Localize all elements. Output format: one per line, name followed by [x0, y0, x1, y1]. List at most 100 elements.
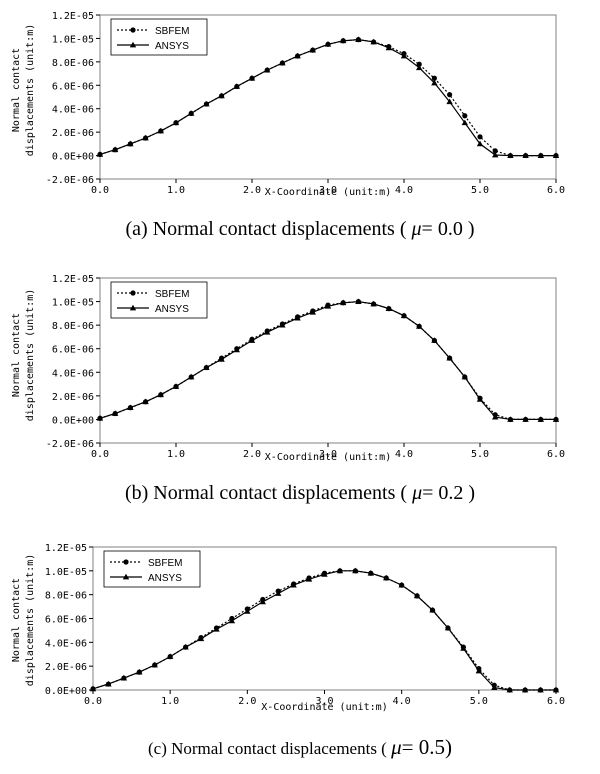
x-axis-title: X-Coordinate (unit:m): [265, 452, 391, 463]
point-ansys: [213, 626, 220, 632]
point-ansys: [172, 383, 180, 389]
y-tick-label: 4.0E-06: [45, 638, 87, 649]
point-ansys: [290, 581, 297, 588]
x-tick-label: 3.0: [319, 185, 337, 196]
point-ansys: [197, 635, 205, 642]
x-tick-label: 3.0: [315, 696, 333, 707]
y-tick-label: 8.0E-06: [52, 321, 94, 332]
point-ansys: [383, 574, 390, 581]
point-ansys: [429, 606, 436, 613]
point-ansys: [112, 410, 119, 416]
point-ansys: [136, 668, 143, 675]
y-tick-label: 1.2E-05: [45, 543, 87, 554]
point-ansys: [446, 98, 453, 105]
point-ansys: [506, 686, 513, 693]
x-tick-label: 1.0: [167, 449, 185, 460]
caption-b-prefix: (b) Normal contact displacements (: [124, 482, 413, 504]
point-ansys: [521, 686, 529, 693]
chart-b: -2.0E-06 0.0E+00 2.0E-06 4.0E-06 6.0E-06 8.0E…: [11, 274, 565, 463]
caption-b-suffix: = 0.2 ): [422, 482, 476, 504]
point-ansys: [233, 346, 240, 353]
point-ansys: [188, 110, 195, 116]
y-tick-label: -2.0E-06: [46, 439, 94, 450]
chart-panel-b: -2.0E-06 0.0E+00 2.0E-06 4.0E-06 6.0E-06 8.0E…: [0, 260, 600, 525]
point-ansys: [400, 52, 408, 59]
caption-a-prefix: (a) Normal contact displacements (: [125, 218, 412, 240]
point-ansys: [259, 598, 266, 605]
point-ansys: [537, 416, 544, 422]
x-tick-label: 4.0: [393, 696, 411, 707]
point-ansys: [182, 643, 189, 650]
point-ansys: [324, 41, 332, 47]
point-ansys: [476, 140, 484, 147]
x-tick-label: 5.0: [470, 696, 488, 707]
point-ansys: [96, 151, 104, 157]
point-sbfem: [492, 148, 498, 154]
point-sbfem: [462, 113, 468, 119]
y-tick-label: 4.0E-06: [52, 368, 94, 379]
point-ansys: [537, 152, 544, 158]
y-tick-label: 1.2E-05: [52, 274, 94, 285]
y-tick-label: 0.0E+00: [52, 152, 94, 163]
caption-b-mu: μ: [412, 482, 423, 504]
point-ansys: [309, 46, 316, 53]
point-ansys: [203, 100, 210, 107]
x-tick-label: 6.0: [547, 185, 565, 196]
point-ansys: [324, 303, 332, 309]
point-ansys: [218, 92, 225, 99]
point-ansys: [264, 329, 271, 335]
point-ansys: [367, 570, 374, 576]
y-tick-label: -2.0E-06: [46, 175, 94, 186]
point-ansys: [228, 617, 236, 624]
x-tick-label: 0.0: [91, 185, 109, 196]
y-axis-title-line: Normal contact: [11, 578, 22, 662]
point-ansys: [522, 416, 529, 422]
point-ansys: [127, 404, 134, 411]
y-axis-title-line: Normal contact: [11, 48, 22, 132]
point-ansys: [172, 119, 180, 126]
x-tick-label: 5.0: [471, 185, 489, 196]
y-tick-label: 1.0E-05: [52, 298, 94, 309]
point-ansys: [552, 686, 560, 693]
x-axis-title: X-Coordinate (unit:m): [265, 187, 391, 198]
point-ansys: [340, 299, 347, 306]
point-ansys: [476, 396, 484, 402]
point-ansys: [461, 373, 468, 380]
legend-marker-sbfem: [130, 290, 136, 296]
x-tick-label: 0.0: [84, 696, 102, 707]
point-ansys: [244, 608, 251, 614]
y-tick-label: 1.0E-05: [45, 567, 87, 578]
point-ansys: [294, 314, 301, 321]
y-axis-title-line: displacements (unit:m): [25, 24, 36, 156]
legend-label-ansys: ANSYS: [155, 41, 189, 52]
x-tick-label: 0.0: [91, 449, 109, 460]
y-axis-title-line: Normal contact: [11, 313, 22, 397]
point-ansys: [400, 312, 408, 319]
x-tick-label: 5.0: [471, 449, 489, 460]
y-tick-label: 2.0E-06: [52, 128, 94, 139]
point-ansys: [120, 674, 128, 681]
point-ansys: [491, 684, 498, 691]
point-ansys: [279, 59, 286, 66]
series-line-ansys: [99, 38, 556, 157]
point-ansys: [248, 337, 256, 343]
y-axis-title-line: displacements (unit:m): [25, 289, 36, 421]
x-tick-label: 2.0: [243, 449, 261, 460]
point-ansys: [309, 308, 316, 315]
point-ansys: [112, 146, 119, 153]
point-ansys: [492, 151, 499, 158]
legend-box: [103, 550, 201, 588]
y-tick-label: 6.0E-06: [52, 81, 94, 92]
legend-marker-ansys: [122, 573, 130, 580]
point-ansys: [475, 667, 483, 674]
point-ansys: [233, 83, 240, 89]
point-sbfem: [416, 61, 422, 67]
series-line-ansys: [92, 570, 556, 691]
point-ansys: [218, 356, 225, 362]
y-tick-label: 6.0E-06: [52, 345, 94, 356]
x-axis-title: X-Coordinate (unit:m): [261, 702, 387, 713]
x-tick-label: 1.0: [161, 696, 179, 707]
point-ansys: [537, 686, 544, 693]
y-tick-label: 2.0E-06: [45, 662, 87, 673]
point-ansys: [275, 590, 282, 596]
